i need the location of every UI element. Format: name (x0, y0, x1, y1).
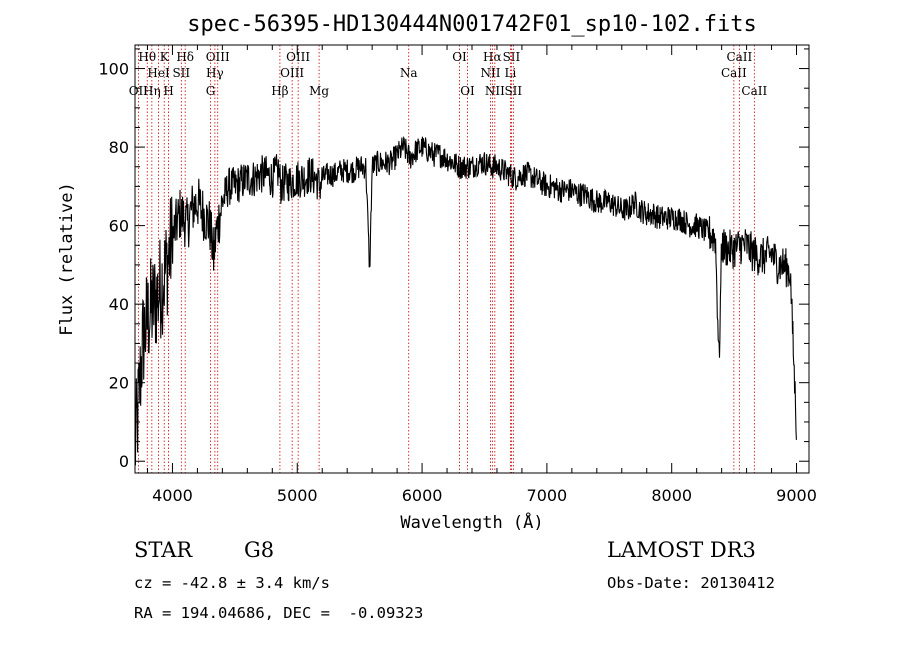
spectral-line-label: HeI (147, 66, 170, 80)
spectral-line-label: OIII (206, 50, 230, 64)
axis-ticks: 4000 5000 6000 7000 8000 9000 0 20 40 60 80 100 (98, 45, 817, 505)
spectrum-line (134, 135, 797, 466)
observation-date: Obs-Date: 20130412 (607, 574, 775, 592)
spectral-line-label: Hθ (138, 50, 156, 64)
spectral-line-label: G (206, 84, 216, 98)
spectral-line-label: OII (129, 84, 149, 98)
spectral-line-label: Na (400, 66, 418, 80)
x-tick-label: 9000 (776, 486, 817, 505)
spectral-line-label: NII (480, 66, 500, 80)
spectral-line-label: Hβ (271, 84, 288, 98)
spectral-line-label: Hδ (176, 50, 194, 64)
y-tick-label: 60 (109, 217, 129, 236)
x-axis-label: Wavelength (Å) (400, 511, 543, 533)
spectral-line-label: Mg (309, 84, 329, 98)
plot-frame (134, 44, 810, 474)
x-tick-label: 8000 (651, 486, 692, 505)
spectral-line-label: SII (503, 50, 521, 64)
survey-name: LAMOST DR3 (607, 538, 756, 562)
spectral-line-label: OI (460, 84, 475, 98)
spectral-line-label: SII (504, 84, 522, 98)
spectral-line-label: CaII (741, 84, 767, 98)
x-tick-label: 6000 (402, 486, 443, 505)
y-tick-label: 20 (109, 374, 129, 393)
spectral-line-label: CaII (726, 50, 752, 64)
x-tick-label: 5000 (277, 486, 318, 505)
spectral-line-label: K (160, 50, 170, 64)
object-subclass: G8 (244, 538, 275, 562)
spectral-line-label: SII (172, 66, 190, 80)
y-tick-label: 100 (98, 60, 129, 79)
spectral-line-label: Hη (143, 84, 161, 98)
spectral-line-label: H (163, 84, 173, 98)
redshift-velocity: cz = -42.8 ± 3.4 km/s (134, 574, 330, 592)
chart-title: spec-56395-HD130444N001742F01_sp10-102.f… (187, 12, 757, 37)
spectral-line-label: Hα (483, 50, 502, 64)
x-tick-label: 7000 (527, 486, 568, 505)
y-tick-label: 0 (119, 452, 129, 471)
y-tick-label: 80 (109, 138, 129, 157)
object-class: STAR (134, 538, 193, 562)
y-axis-label: Flux (relative) (57, 182, 77, 336)
spectral-line-label: OI (452, 50, 467, 64)
spectral-line-label: OIII (286, 50, 310, 64)
spectral-line-label: OIII (280, 66, 304, 80)
coordinates: RA = 194.04686, DEC = -0.09323 (134, 604, 424, 622)
x-tick-label: 4000 (152, 486, 193, 505)
spectral-line-label: NII (485, 84, 505, 98)
spectral-line-label: Hγ (206, 66, 224, 80)
spectral-line-label: Li (505, 66, 517, 80)
spectral-line-label: CaII (721, 66, 747, 80)
y-tick-label: 40 (109, 295, 129, 314)
spectrum-chart: spec-56395-HD130444N001742F01_sp10-102.f… (57, 12, 817, 533)
